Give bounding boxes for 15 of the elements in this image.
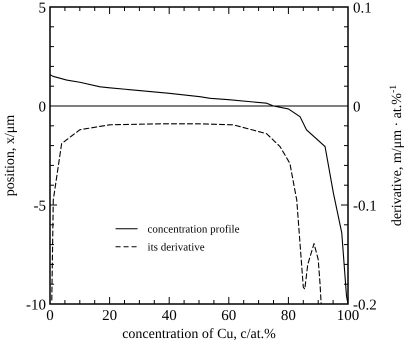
- x-tick-label: 80: [280, 308, 296, 324]
- x-tick-label: 20: [102, 308, 118, 324]
- legend-label: its derivative: [148, 242, 205, 254]
- y2-tick-label: -0.1: [353, 198, 377, 214]
- legend-label: concentration profile: [148, 224, 240, 236]
- x-tick-label: 60: [221, 308, 236, 324]
- y2-tick-label: 0.1: [353, 0, 372, 16]
- y-tick-label: -5: [34, 198, 46, 214]
- y-axis-title: position, x/μm: [3, 114, 18, 196]
- y-tick-label: 0: [38, 99, 46, 116]
- x-tick-label: 40: [162, 308, 177, 324]
- y-tick-label: 5: [38, 0, 46, 16]
- y-tick-label: -10: [26, 297, 46, 314]
- y2-tick-label: 0: [353, 99, 360, 116]
- x-axis-title: concentration of Cu, c/at.%: [122, 327, 276, 342]
